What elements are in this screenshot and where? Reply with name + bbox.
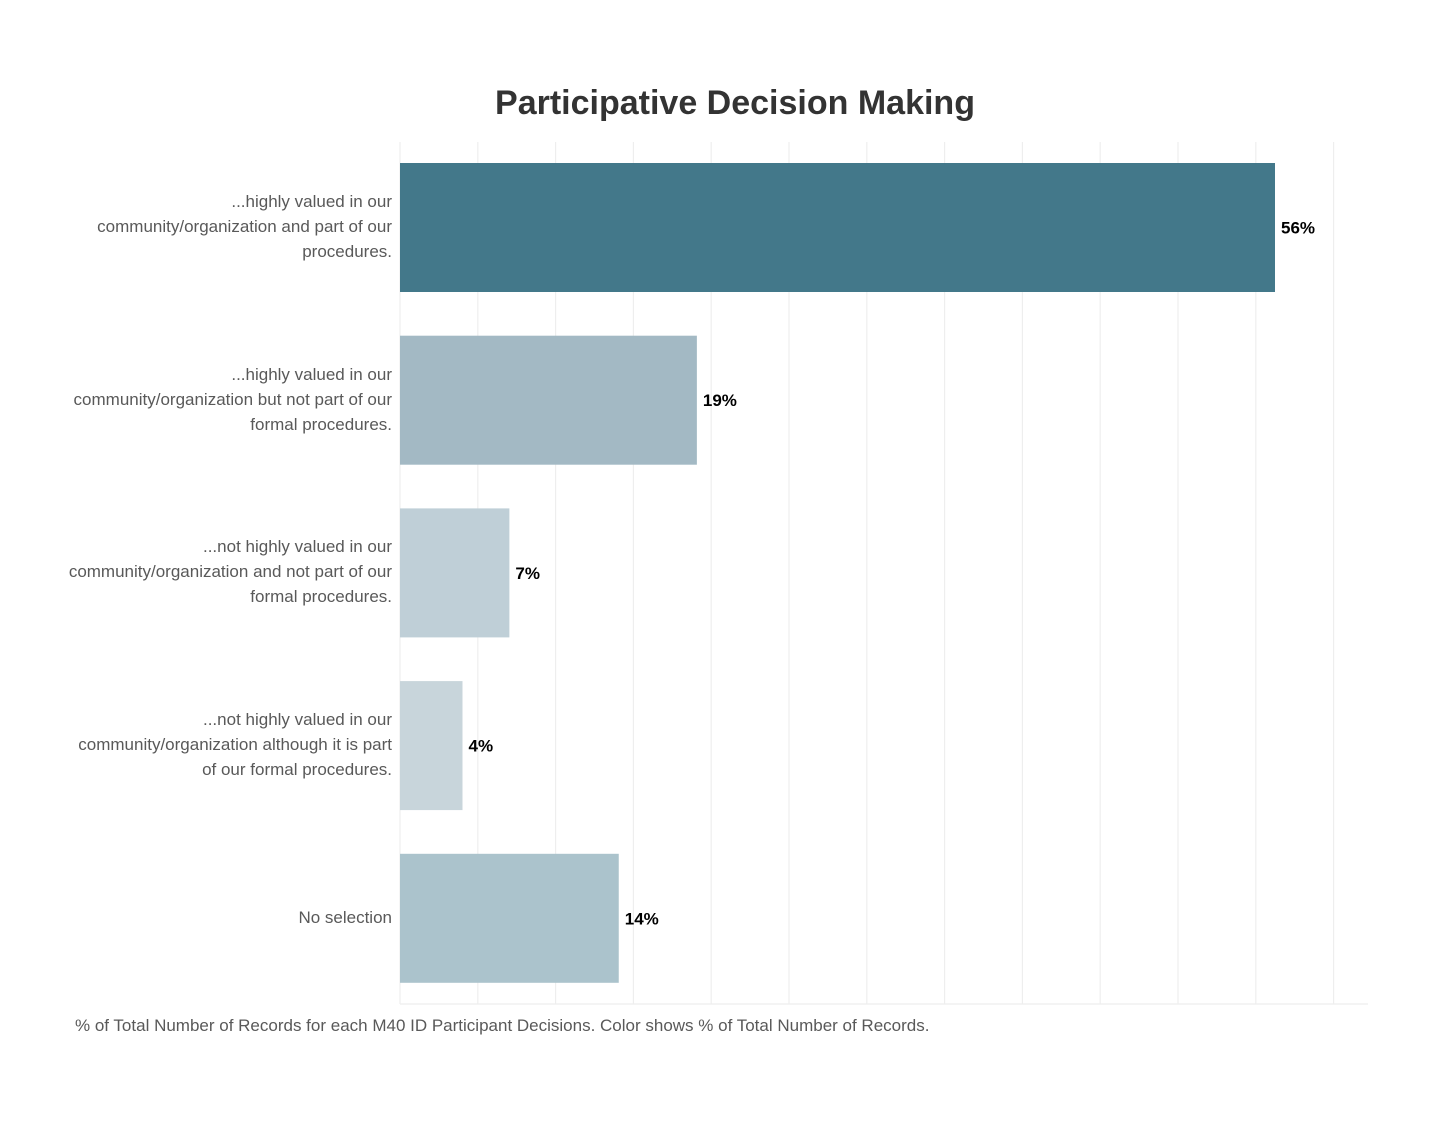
bars: [400, 163, 1275, 983]
category-label: ...highly valued in our community/organi…: [73, 364, 392, 434]
data-labels: 56% 19% 7% 4% 14%: [469, 219, 1316, 929]
category-label: ...highly valued in our community/organi…: [97, 192, 392, 261]
data-label: 19%: [703, 391, 737, 410]
data-label: 4%: [469, 737, 494, 756]
chart-title: Participative Decision Making: [495, 84, 975, 122]
bar: [400, 163, 1275, 292]
category-label: No selection: [298, 907, 392, 927]
category-label: ...not highly valued in our community/or…: [68, 537, 392, 607]
chart-footnote: % of Total Number of Records for each M4…: [75, 1016, 930, 1035]
bar: [400, 853, 619, 983]
category-label: ...not highly valued in our community/or…: [78, 710, 392, 780]
bar: [400, 508, 510, 638]
data-label: 7%: [515, 564, 540, 583]
data-label: 56%: [1281, 219, 1315, 238]
bar: [400, 335, 697, 465]
bar: [400, 681, 463, 811]
data-label: 14%: [625, 909, 659, 928]
